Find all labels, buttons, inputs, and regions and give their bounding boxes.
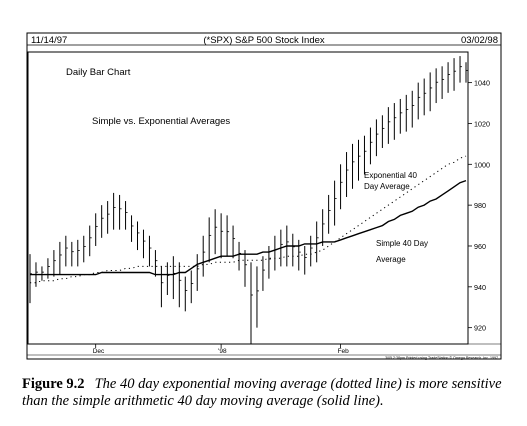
y-tick-label: 1000 xyxy=(474,160,490,169)
x-axis: Dec '98 Feb xyxy=(93,344,349,355)
figure-caption: Figure 9.2 The 40 day exponential moving … xyxy=(22,376,517,410)
date-right: 03/02/98 xyxy=(461,35,498,46)
average-lines xyxy=(30,155,467,284)
y-tick-label: 920 xyxy=(474,324,486,333)
simple-average-label-1: Simple 40 Day xyxy=(376,239,428,248)
figure-number: Figure 9.2 xyxy=(22,376,85,392)
x-tick-label: '98 xyxy=(218,348,227,355)
y-tick-label: 960 xyxy=(474,242,486,251)
subtitle-label: Simple vs. Exponential Averages xyxy=(92,116,230,127)
price-bars xyxy=(29,56,468,344)
y-tick-label: 940 xyxy=(474,283,486,292)
chart-kind-label: Daily Bar Chart xyxy=(66,67,131,78)
exp-average-label-1: Exponential 40 xyxy=(364,171,417,180)
y-axis: 920 940 960 980 1000 1020 1040 xyxy=(468,79,490,333)
y-tick-label: 980 xyxy=(474,201,486,210)
y-tick-label: 1020 xyxy=(474,119,490,128)
chart-title: (*SPX) S&P 500 Stock Index xyxy=(203,35,325,46)
footer-note: 3/05 2:38pm Printed using TradeStation ©… xyxy=(385,356,498,360)
x-tick-label: Feb xyxy=(338,348,350,355)
exponential-40-day-average-line xyxy=(30,155,467,284)
chart-frame: 11/14/97 (*SPX) S&P 500 Stock Index 03/0… xyxy=(26,32,502,360)
plot-area xyxy=(27,51,469,345)
figure-caption-text: The 40 day exponential moving average (d… xyxy=(22,376,502,409)
simple-average-label-2: Average xyxy=(376,255,406,264)
y-tick-label: 1040 xyxy=(474,79,490,88)
exp-average-label-2: Day Average xyxy=(364,182,410,191)
x-tick-label: Dec xyxy=(93,348,105,355)
date-left: 11/14/97 xyxy=(31,35,67,46)
